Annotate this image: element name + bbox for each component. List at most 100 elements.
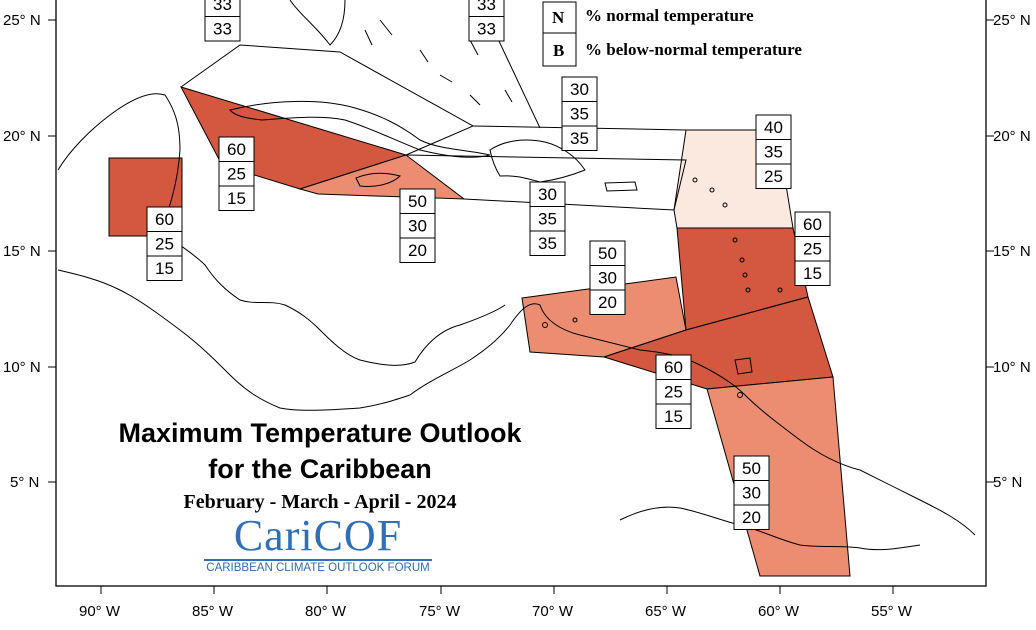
trinidad-outline (734, 357, 753, 375)
hispaniola-outline (489, 139, 586, 183)
prob-value: 15 (227, 189, 246, 208)
lon-label-70: 70° W (532, 603, 574, 620)
island-dot (742, 272, 748, 278)
prob-value: 35 (570, 129, 589, 148)
island-dot (745, 287, 751, 293)
prob-value: 30 (408, 217, 427, 236)
map-period: February - March - April - 2024 (183, 491, 457, 513)
prob-cell (218, 161, 255, 187)
prob-cell (589, 289, 626, 315)
lon-label-85: 85° W (192, 603, 234, 620)
bahamas-islands (364, 19, 513, 106)
prob-value: 25 (664, 383, 683, 402)
prob-value: 30 (598, 269, 617, 288)
prob-value: 25 (803, 240, 822, 259)
yucatan-outline (57, 93, 506, 366)
prob-cell (655, 403, 692, 429)
lat-label-15-left: 15° N (3, 243, 41, 260)
zone-hispaniola-outline (405, 154, 687, 211)
legend-label-n: % normal temperature (585, 6, 754, 25)
prob-cell (755, 114, 792, 140)
prob-box-jamaica: 50 30 20 (399, 188, 436, 263)
zone-bahamas-outline (180, 44, 475, 156)
lon-label-90: 90° W (79, 603, 121, 620)
island-dot (739, 257, 745, 263)
prob-cell (399, 213, 436, 239)
logo-subtitle: CARIBBEAN CLIMATE OUTLOOK FORUM (206, 562, 430, 574)
prob-box-leeward-islands: 40 35 25 (755, 114, 792, 189)
lat-label-25-left: 25° N (3, 12, 41, 29)
florida-outline (289, 0, 346, 46)
lat-label-5-right: 5° N (993, 474, 1022, 491)
prob-cell (399, 188, 436, 214)
prob-cell (733, 504, 770, 530)
prob-cell (146, 255, 183, 281)
mexico-coast-outline (57, 269, 411, 411)
lon-label-65: 65° W (645, 603, 687, 620)
legend-box-b (542, 32, 577, 67)
island-dot (732, 237, 738, 243)
cuba-outline (229, 100, 491, 158)
probability-boxes: 3333333330353540352560251560251550302030… (146, 0, 831, 530)
legend-code-n: N (552, 8, 565, 27)
legend-label-b: % below-normal temperature (585, 40, 802, 59)
island-dot (572, 317, 578, 323)
prob-value: 60 (227, 140, 246, 159)
south-america-interior (619, 506, 921, 551)
forecast-zones (108, 21, 851, 577)
prob-cell (655, 354, 692, 380)
prob-value: 35 (570, 105, 589, 124)
lat-label-15-right: 15° N (993, 243, 1031, 260)
island-dot (542, 322, 548, 328)
prob-value: 30 (742, 484, 761, 503)
prob-box-northern-hispaniola-area: 30 35 35 (561, 76, 598, 151)
island-dot (777, 287, 783, 293)
prob-cell (561, 76, 598, 102)
prob-cell (589, 265, 626, 291)
lat-label-10-left: 10° N (3, 359, 41, 376)
prob-cell (794, 236, 831, 262)
map-title-line1: Maximum Temperature Outlook (118, 418, 522, 448)
prob-cell (794, 260, 831, 286)
prob-cell (529, 230, 566, 256)
prob-value: 15 (664, 407, 683, 426)
prob-value: 25 (764, 167, 783, 186)
prob-value: 33 (213, 0, 232, 14)
island-dot (737, 392, 743, 398)
prob-value: 33 (477, 20, 496, 39)
prob-value: 35 (764, 143, 783, 162)
left-ticks (48, 19, 994, 594)
prob-cell (399, 237, 436, 263)
prob-cell (733, 455, 770, 481)
prob-value: 30 (538, 185, 557, 204)
lon-label-80: 80° W (305, 603, 347, 620)
island-dot (709, 187, 715, 193)
prob-value: 20 (408, 241, 427, 260)
prob-value: 50 (742, 459, 761, 478)
prob-value: 40 (764, 118, 783, 137)
prob-box-abc-islands: 50 30 20 (589, 240, 626, 315)
legend: N % normal temperature B % below-normal … (542, 1, 802, 67)
logo-rule (204, 559, 432, 561)
prob-value: 50 (408, 192, 427, 211)
prob-value: 15 (155, 259, 174, 278)
prob-box-trinidad-tobago: 60 25 15 (655, 354, 692, 429)
prob-cell (468, 16, 505, 42)
prob-value: 60 (803, 215, 822, 234)
prob-box-windward-islands: 60 25 15 (794, 211, 831, 286)
prob-box-cayman-cuba-west: 60 25 15 (218, 136, 255, 211)
prob-value: 33 (213, 20, 232, 39)
prob-value: 25 (155, 235, 174, 254)
prob-value: 20 (742, 508, 761, 527)
lon-label-75: 75° W (419, 603, 461, 620)
lat-label-20-left: 20° N (3, 128, 41, 145)
island-dot (722, 202, 728, 208)
prob-value: 33 (477, 0, 496, 14)
prob-value: 35 (538, 210, 557, 229)
prob-value: 60 (664, 358, 683, 377)
prob-cell (204, 16, 241, 42)
lat-label-10-right: 10° N (993, 359, 1031, 376)
logo-wordmark: CariCOF (233, 511, 403, 560)
